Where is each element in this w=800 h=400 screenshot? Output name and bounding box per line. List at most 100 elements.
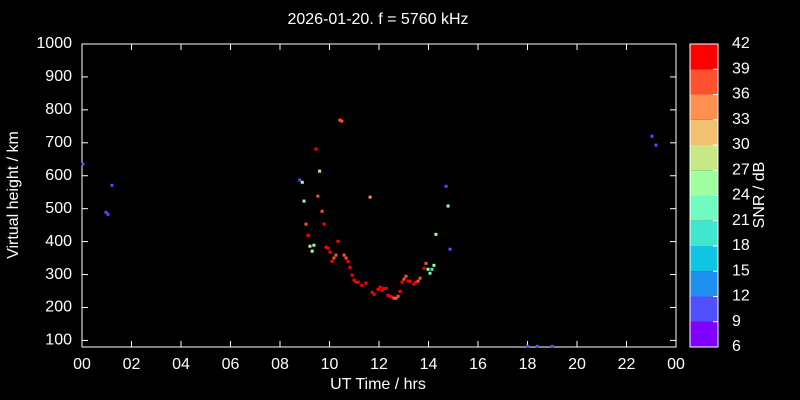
point — [386, 293, 390, 297]
colorbar-segment — [690, 119, 718, 145]
colorbar-segment — [690, 170, 718, 196]
point — [328, 250, 332, 254]
point — [312, 243, 316, 247]
point — [304, 222, 308, 226]
point — [398, 289, 402, 293]
point — [336, 239, 340, 243]
point — [414, 280, 418, 284]
point — [370, 290, 374, 294]
colorbar-segment — [690, 296, 718, 322]
point — [368, 195, 372, 199]
point — [348, 265, 352, 269]
point — [390, 295, 394, 299]
x-tick-label: 00 — [667, 356, 685, 373]
point — [350, 273, 354, 277]
colorbar-segment — [690, 271, 718, 297]
point — [306, 233, 310, 237]
colorbar-segment — [690, 145, 718, 171]
x-tick-label: 14 — [420, 356, 438, 373]
colorbar-segment — [690, 69, 718, 95]
point — [430, 267, 434, 271]
point — [344, 256, 348, 260]
point — [302, 199, 306, 203]
colorbar-tick-label: 33 — [732, 111, 750, 128]
point — [320, 209, 324, 213]
point — [324, 245, 328, 249]
point — [406, 279, 410, 283]
point — [322, 222, 326, 226]
point — [654, 143, 658, 147]
y-tick-label: 200 — [45, 299, 72, 316]
point — [106, 212, 110, 216]
point — [396, 294, 400, 298]
point — [434, 232, 438, 236]
point — [308, 244, 312, 248]
point — [422, 266, 426, 270]
point — [298, 178, 302, 182]
x-tick-label: 20 — [568, 356, 586, 373]
colorbar-tick-label: 24 — [732, 187, 750, 204]
colorbar-segment — [690, 321, 718, 347]
point — [416, 279, 420, 283]
point — [426, 267, 430, 271]
colorbar-tick-label: 15 — [732, 262, 750, 279]
point — [356, 280, 360, 284]
point — [300, 180, 304, 184]
colorbar-tick-label: 27 — [732, 161, 750, 178]
point — [346, 259, 350, 263]
point — [650, 134, 654, 138]
point — [392, 296, 396, 300]
point — [318, 169, 322, 173]
point — [314, 147, 318, 151]
point — [326, 246, 330, 250]
x-tick-label: 06 — [222, 356, 240, 373]
y-tick-label: 800 — [45, 101, 72, 118]
x-tick-label: 08 — [271, 356, 289, 373]
point — [334, 253, 338, 257]
point — [424, 261, 428, 265]
colorbar-tick-label: 21 — [732, 212, 750, 229]
chart-title: 2026-01-20. f = 5760 kHz — [287, 11, 468, 28]
colorbar-tick-label: 6 — [732, 338, 741, 355]
point — [310, 249, 314, 253]
x-tick-label: 04 — [172, 356, 190, 373]
colorbar-tick-label: 12 — [732, 288, 750, 305]
point — [342, 253, 346, 257]
colorbar-tick-label: 30 — [732, 136, 750, 153]
point — [81, 162, 85, 166]
colorbar-segment — [690, 44, 718, 70]
y-tick-label: 100 — [45, 332, 72, 349]
point — [384, 286, 388, 290]
x-axis-label: UT Time / hrs — [330, 376, 426, 393]
point — [382, 286, 386, 290]
colorbar-tick-label: 18 — [732, 237, 750, 254]
colorbar-tick-label: 36 — [732, 86, 750, 103]
point — [378, 285, 382, 289]
point — [394, 296, 398, 300]
point — [535, 344, 539, 348]
point — [428, 271, 432, 275]
point — [400, 280, 404, 284]
point — [402, 277, 406, 281]
point — [404, 274, 408, 278]
y-tick-label: 1000 — [36, 35, 72, 52]
point — [372, 292, 376, 296]
point — [332, 256, 336, 260]
y-tick-label: 500 — [45, 200, 72, 217]
point — [408, 279, 412, 283]
y-tick-label: 600 — [45, 167, 72, 184]
point — [444, 184, 448, 188]
point — [364, 281, 368, 285]
colorbar-tick-label: 42 — [732, 35, 750, 52]
x-tick-label: 22 — [618, 356, 636, 373]
point — [412, 282, 416, 286]
point — [316, 194, 320, 198]
point — [352, 278, 356, 282]
x-tick-label: 16 — [469, 356, 487, 373]
colorbar-segment — [690, 195, 718, 221]
point — [550, 344, 554, 348]
colorbar-tick-label: 39 — [732, 60, 750, 77]
colorbar-segment — [690, 220, 718, 246]
x-tick-label: 00 — [73, 356, 91, 373]
